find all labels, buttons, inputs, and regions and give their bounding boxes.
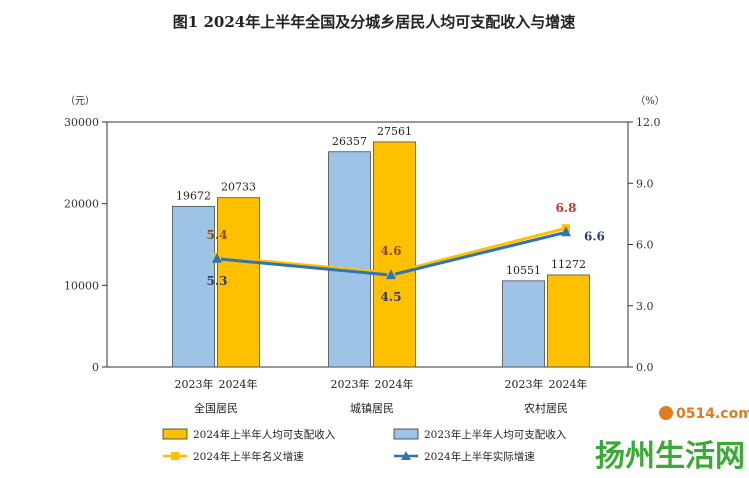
bar-value-label: 20733 <box>221 181 256 194</box>
left-axis-ticks: 0 10000 20000 30000 <box>64 116 107 374</box>
right-tick-label: 0.0 <box>636 361 654 374</box>
bar-year-label: 2024年 <box>375 377 414 391</box>
bar-value-label: 19672 <box>176 189 211 202</box>
legend-label-nominal: 2024年上半年名义增速 <box>193 450 304 463</box>
real-growth-marker <box>212 252 222 263</box>
bar-year-label: 2023年 <box>331 377 370 391</box>
legend-marker-nominal <box>171 452 179 460</box>
group-name-label: 全国居民 <box>194 401 238 415</box>
bar-year-label: 2023年 <box>175 377 214 391</box>
nominal-growth-label: 4.6 <box>381 244 402 258</box>
group-name-label: 农村居民 <box>524 401 568 415</box>
legend-marker-real <box>401 451 411 460</box>
left-tick-label: 0 <box>92 361 99 374</box>
legend-label-real: 2024年上半年实际增速 <box>424 450 535 463</box>
bar-2023 <box>172 205 215 368</box>
rate-lines: 5.4 4.6 6.8 5.3 4.5 6.6 <box>207 201 605 304</box>
bar-value-label: 11272 <box>551 258 586 271</box>
bar-year-label: 2023年 <box>505 377 544 391</box>
real-growth-marker <box>561 226 571 237</box>
group-name-label: 城镇居民 <box>350 401 394 415</box>
real-growth-marker <box>386 269 396 280</box>
watermark-site-name: 扬州生活网 <box>595 439 745 474</box>
bar-2024 <box>547 274 590 368</box>
bar-value-label: 26357 <box>332 135 367 148</box>
bar-2024 <box>217 197 260 368</box>
chart-title: 图1 2024年上半年全国及分城乡居民人均可支配收入与增速 <box>173 13 575 31</box>
bar-2023 <box>328 151 371 368</box>
left-tick-label: 20000 <box>64 198 99 211</box>
left-tick-label: 10000 <box>64 279 99 292</box>
bar-value-label: 10551 <box>506 264 541 277</box>
legend-swatch-2024-income <box>162 428 188 440</box>
nominal-growth-label: 6.8 <box>556 201 577 215</box>
legend-swatch-2023-income <box>393 428 419 440</box>
bar-series: 19672 20733 26357 27561 10551 11272 <box>172 125 590 368</box>
bar-2024 <box>373 141 416 368</box>
legend-label-2024-income: 2024年上半年人均可支配收入 <box>193 428 336 441</box>
real-growth-label: 4.5 <box>381 290 402 304</box>
right-tick-label: 3.0 <box>636 300 654 313</box>
legend: 2024年上半年人均可支配收入 2023年上半年人均可支配收入 2024年上半年… <box>162 428 567 463</box>
real-growth-label: 6.6 <box>584 229 605 243</box>
watermark-orange-icon <box>659 406 673 420</box>
legend-label-2023-income: 2023年上半年人均可支配收入 <box>424 428 567 441</box>
bar-year-label: 2024年 <box>219 377 258 391</box>
bar-year-label: 2024年 <box>549 377 588 391</box>
site-watermark: 0514.com 扬州生活网 <box>595 406 749 474</box>
nominal-growth-label: 5.4 <box>207 228 228 242</box>
bar-2023 <box>502 280 545 368</box>
real-growth-label: 5.3 <box>207 274 228 288</box>
right-tick-label: 12.0 <box>636 116 661 129</box>
watermark-domain: 0514.com <box>676 406 749 422</box>
left-axis-unit: （元） <box>65 95 95 107</box>
right-axis-ticks: 0.0 3.0 6.0 9.0 12.0 <box>628 116 661 374</box>
right-tick-label: 6.0 <box>636 239 654 252</box>
right-tick-label: 9.0 <box>636 177 654 190</box>
left-tick-label: 30000 <box>64 116 99 129</box>
bar-value-label: 27561 <box>377 125 412 138</box>
right-axis-unit: （%） <box>635 95 665 107</box>
